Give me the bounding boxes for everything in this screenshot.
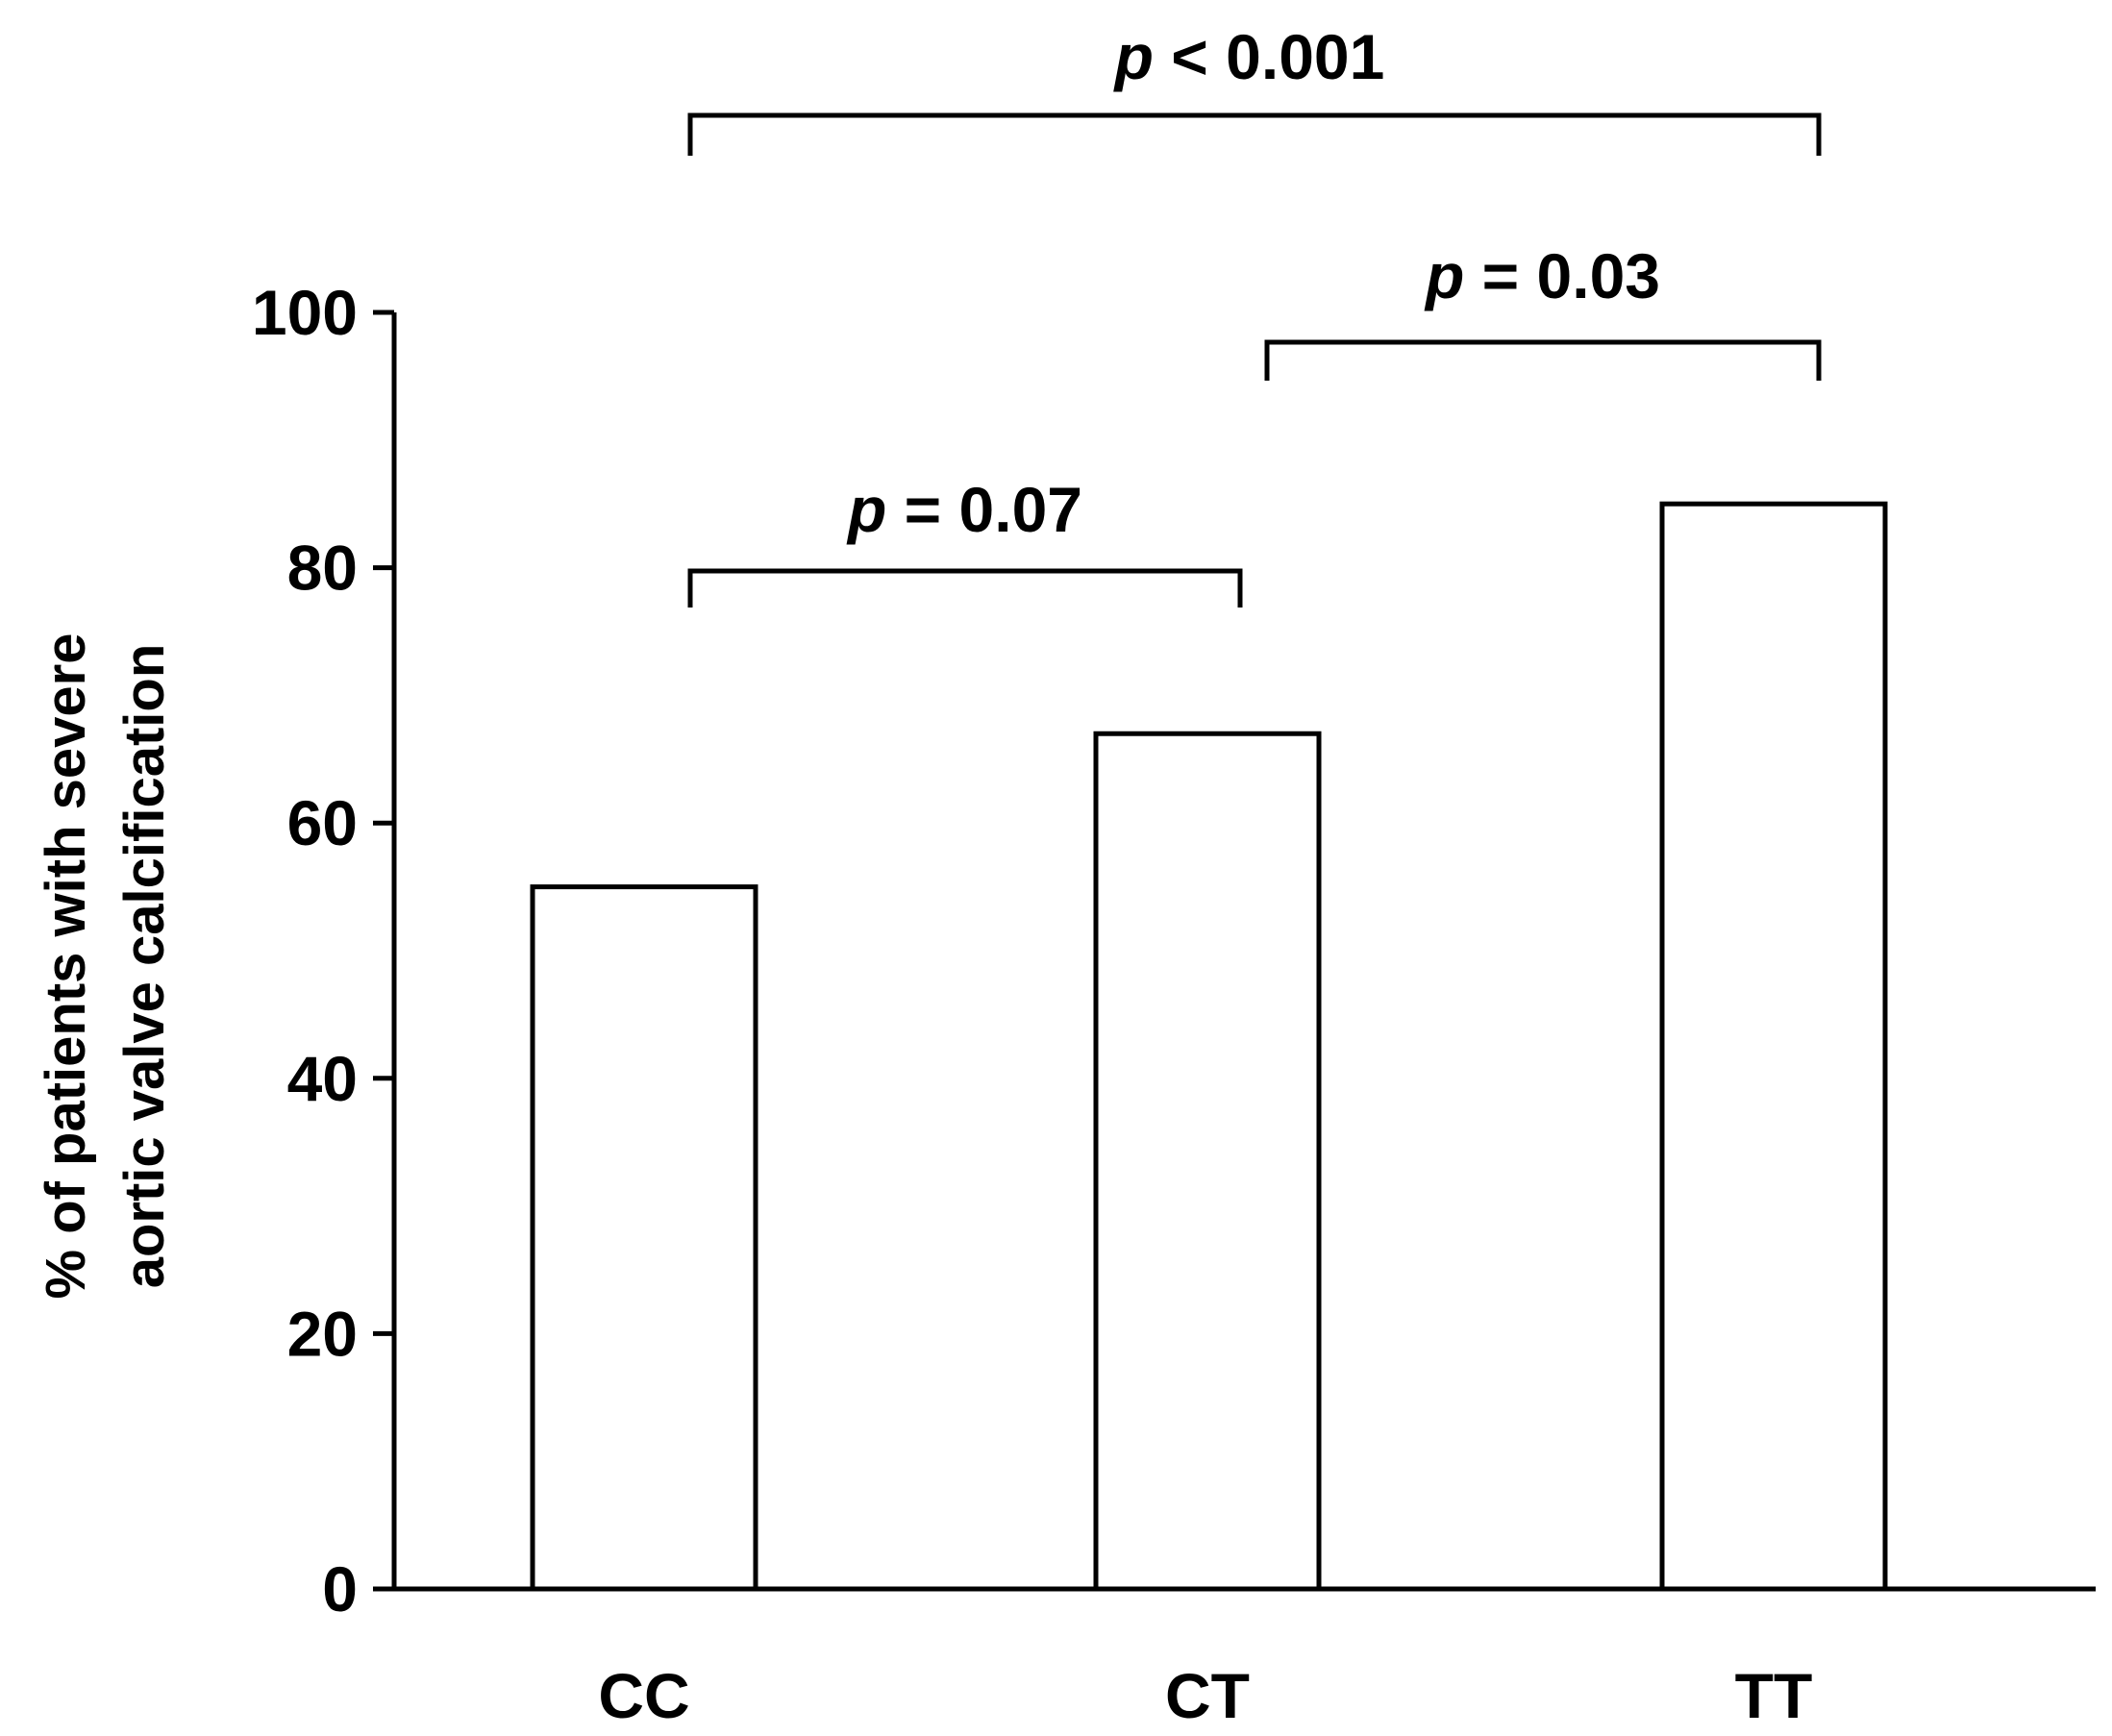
x-category-label-ct: CT: [1165, 1660, 1250, 1731]
bracket-line: [1264, 339, 1822, 381]
y-axis: 0 20 40 60 80 100: [252, 277, 397, 1624]
x-category-label-tt: TT: [1735, 1660, 1813, 1731]
y-tick-label-20: 20: [287, 1298, 358, 1369]
y-axis-title-line-2: aortic valve calcification: [113, 644, 176, 1289]
bars: [530, 501, 1888, 1592]
p-symbol: p: [1113, 21, 1154, 92]
bar-cc: [530, 884, 758, 1592]
p-value-text: < 0.001: [1154, 21, 1384, 92]
y-tick-label-100: 100: [252, 277, 358, 348]
y-tick-label-0: 0: [322, 1553, 358, 1624]
bar-ct: [1093, 731, 1322, 1592]
significance-brackets: p = 0.07p = 0.03p < 0.001: [687, 21, 1822, 608]
bracket-line: [687, 568, 1243, 608]
significance-bracket-1: p = 0.07: [687, 474, 1243, 608]
p-value-label: p = 0.03: [1424, 240, 1660, 311]
bar-tt: [1659, 501, 1888, 1592]
p-value-label: p < 0.001: [1113, 21, 1385, 92]
significance-bracket-3: p < 0.001: [687, 21, 1822, 156]
y-axis-title: % of patients with severe aortic valve c…: [35, 633, 176, 1300]
p-value-label: p = 0.07: [846, 474, 1082, 545]
y-axis-title-line-1: % of patients with severe: [35, 633, 97, 1300]
bracket-line: [687, 112, 1822, 156]
y-tick-label-60: 60: [287, 787, 358, 858]
p-value-text: = 0.03: [1464, 240, 1660, 311]
p-symbol: p: [1424, 240, 1464, 311]
significance-bracket-2: p = 0.03: [1264, 240, 1822, 381]
x-category-label-cc: CC: [598, 1660, 689, 1731]
y-tick-label-40: 40: [287, 1043, 358, 1114]
p-value-text: = 0.07: [886, 474, 1082, 545]
y-tick-label-80: 80: [287, 533, 358, 604]
x-axis: CC CT TT: [373, 1586, 2096, 1731]
p-symbol: p: [846, 474, 886, 545]
